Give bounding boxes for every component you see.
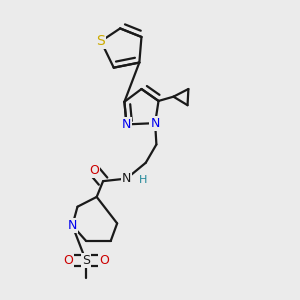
Text: H: H bbox=[139, 175, 148, 185]
Text: N: N bbox=[150, 117, 160, 130]
Text: N: N bbox=[122, 118, 131, 131]
Text: O: O bbox=[99, 254, 109, 267]
Text: O: O bbox=[89, 164, 99, 176]
Text: S: S bbox=[82, 254, 90, 267]
Text: N: N bbox=[122, 172, 131, 185]
Text: S: S bbox=[97, 34, 105, 48]
Text: N: N bbox=[68, 219, 77, 232]
Text: O: O bbox=[63, 254, 73, 267]
